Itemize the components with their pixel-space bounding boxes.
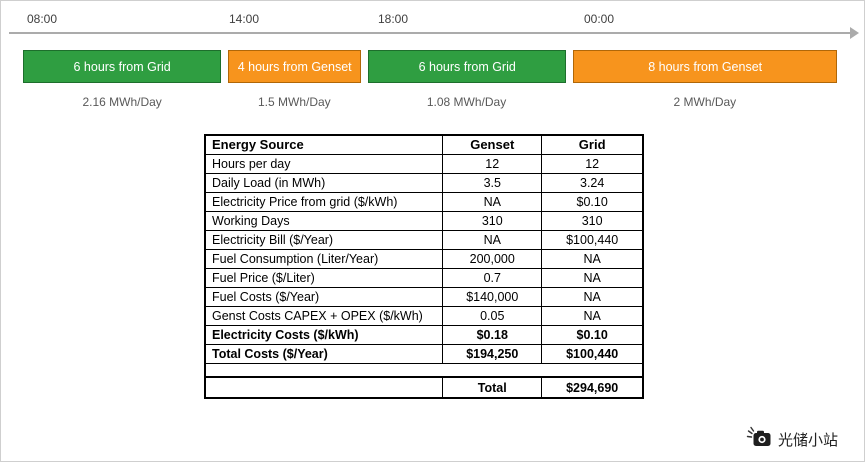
table-row: Fuel Costs ($/Year) $140,000 NA xyxy=(204,286,644,307)
header-genset: Genset xyxy=(442,134,543,155)
timeline-times: 08:00 14:00 18:00 00:00 xyxy=(1,12,864,28)
genset-value: 0.05 xyxy=(442,305,543,326)
grand-total-value: $294,690 xyxy=(541,376,644,399)
table-row: Electricity Bill ($/Year) NA $100,440 xyxy=(204,229,644,250)
mwh-label-3: 2 MWh/Day xyxy=(673,95,737,109)
energy-segments: 6 hours from Grid 4 hours from Genset 6 … xyxy=(23,50,837,83)
table-row: Fuel Price ($/Liter) 0.7 NA xyxy=(204,267,644,288)
row-label: Electricity Price from grid ($/kWh) xyxy=(204,191,444,212)
table-row: Genst Costs CAPEX + OPEX ($/kWh) 0.05 NA xyxy=(204,305,644,326)
row-label: Genst Costs CAPEX + OPEX ($/kWh) xyxy=(204,305,444,326)
grid-value: NA xyxy=(541,267,644,288)
genset-value: $140,000 xyxy=(442,286,543,307)
time-label-1800: 18:00 xyxy=(378,12,409,26)
spacer-cell xyxy=(204,362,644,378)
segment-genset-afternoon: 4 hours from Genset xyxy=(228,50,362,83)
grid-value: NA xyxy=(541,305,644,326)
table-row: Fuel Consumption (Liter/Year) 200,000 NA xyxy=(204,248,644,269)
mwh-label-0: 2.16 MWh/Day xyxy=(82,95,162,109)
grid-value: NA xyxy=(541,248,644,269)
grid-value: $100,440 xyxy=(541,343,644,364)
grid-value: $0.10 xyxy=(541,324,644,345)
watermark-text: 光储小站 xyxy=(777,431,838,449)
grid-value: NA xyxy=(541,286,644,307)
table-row-electricity-costs: Electricity Costs ($/kWh) $0.18 $0.10 xyxy=(204,324,644,345)
row-label: Daily Load (in MWh) xyxy=(204,172,444,193)
grid-value: 310 xyxy=(541,210,644,231)
genset-value: 3.5 xyxy=(442,172,543,193)
grid-value: 12 xyxy=(541,153,644,174)
grid-value: $100,440 xyxy=(541,229,644,250)
row-label: Fuel Consumption (Liter/Year) xyxy=(204,248,444,269)
genset-value: 310 xyxy=(442,210,543,231)
table-row: Electricity Price from grid ($/kWh) NA $… xyxy=(204,191,644,212)
grid-value: 3.24 xyxy=(541,172,644,193)
genset-value: 200,000 xyxy=(442,248,543,269)
table-header-row: Energy Source Genset Grid xyxy=(204,134,644,155)
segment-grid-evening: 6 hours from Grid xyxy=(368,50,567,83)
genset-value: NA xyxy=(442,229,543,250)
genset-value: $0.18 xyxy=(442,324,543,345)
table-row: Hours per day 12 12 xyxy=(204,153,644,174)
table-row: Working Days 310 310 xyxy=(204,210,644,231)
grid-value: $0.10 xyxy=(541,191,644,212)
genset-value: 12 xyxy=(442,153,543,174)
genset-value: $194,250 xyxy=(442,343,543,364)
row-label: Electricity Bill ($/Year) xyxy=(204,229,444,250)
row-label: Fuel Price ($/Liter) xyxy=(204,267,444,288)
time-label-0000: 00:00 xyxy=(584,12,615,26)
time-label-0800: 08:00 xyxy=(27,12,58,26)
mwh-label-2: 1.08 MWh/Day xyxy=(426,95,507,109)
mwh-labels: 2.16 MWh/Day 1.5 MWh/Day 1.08 MWh/Day 2 … xyxy=(23,95,837,109)
total-label: Total xyxy=(442,376,543,399)
table-grand-total-row: Total $294,690 xyxy=(204,376,644,399)
genset-value: NA xyxy=(442,191,543,212)
table-row: Daily Load (in MWh) 3.5 3.24 xyxy=(204,172,644,193)
header-energy-source: Energy Source xyxy=(204,134,444,155)
segment-genset-night: 8 hours from Genset xyxy=(573,50,837,83)
arrow-right-icon xyxy=(850,27,859,39)
row-label: Working Days xyxy=(204,210,444,231)
row-label: Total Costs ($/Year) xyxy=(204,343,444,364)
watermark: 光储小站 xyxy=(746,425,838,453)
table-row-total-costs: Total Costs ($/Year) $194,250 $100,440 xyxy=(204,343,644,364)
row-label: Hours per day xyxy=(204,153,444,174)
table-spacer-row xyxy=(204,362,644,378)
energy-cost-table: Energy Source Genset Grid Hours per day … xyxy=(204,134,644,399)
genset-value: 0.7 xyxy=(442,267,543,288)
empty-cell xyxy=(204,376,444,399)
mwh-label-1: 1.5 MWh/Day xyxy=(257,95,331,109)
time-label-1400: 14:00 xyxy=(229,12,260,26)
timeline-axis xyxy=(9,32,850,34)
row-label: Fuel Costs ($/Year) xyxy=(204,286,444,307)
camera-icon xyxy=(746,425,772,453)
row-label: Electricity Costs ($/kWh) xyxy=(204,324,444,345)
segment-grid-morning: 6 hours from Grid xyxy=(23,50,222,83)
header-grid: Grid xyxy=(541,134,644,155)
